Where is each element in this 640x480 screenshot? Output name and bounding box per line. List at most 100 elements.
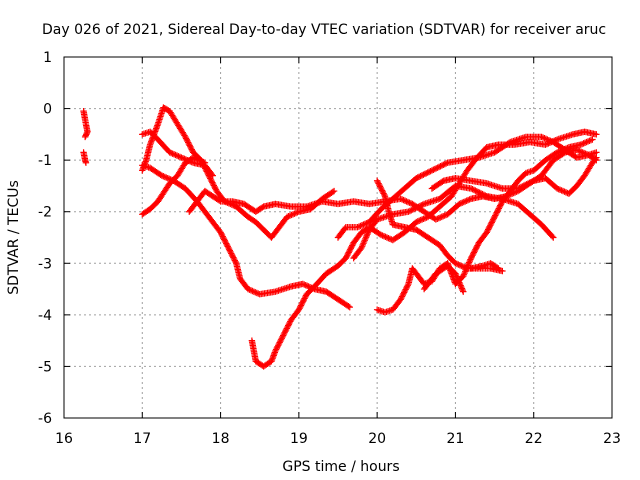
data-point [208,178,215,185]
data-point [343,253,350,260]
data-point [252,289,259,296]
data-point [589,136,596,143]
data-point [224,243,231,250]
data-point [414,174,421,181]
data-point [484,227,491,235]
data-point [385,234,392,242]
data-point [207,176,215,184]
data-point [416,217,423,224]
data-point [456,279,463,286]
data-point [220,236,228,243]
data-point [380,233,388,240]
data-point [489,216,497,223]
data-point [456,262,464,269]
series-track-n [467,260,502,272]
data-point [497,201,505,208]
data-point [330,187,338,195]
data-point [435,163,443,171]
data-point [357,222,364,230]
data-point [302,293,309,301]
x-tick-label: 21 [447,431,465,447]
data-point [460,271,468,278]
data-point [424,169,431,176]
data-point [283,325,290,332]
data-point [413,174,420,182]
data-point [299,280,306,288]
data-point [219,233,226,240]
data-point [403,198,410,205]
data-point [408,207,415,214]
data-point [225,244,232,252]
data-point [581,139,589,146]
data-point [549,233,556,240]
data-point [348,243,355,251]
data-point [276,339,283,346]
data-point [344,252,351,259]
data-point [440,161,447,169]
data-point [462,198,469,205]
data-point [561,188,568,195]
data-point [556,186,564,193]
data-point [495,205,503,212]
data-point [169,150,176,157]
data-point [383,234,391,241]
data-point [292,209,300,217]
data-point [173,152,181,159]
data-point [362,235,369,242]
x-tick-label: 23 [603,431,621,447]
data-point [459,286,466,294]
data-point [415,203,422,210]
data-point [225,246,233,253]
data-point [472,245,480,252]
data-point [593,131,600,138]
data-point [487,222,494,229]
data-point [378,186,385,193]
data-point [550,234,557,241]
data-point [483,229,490,236]
data-point [465,260,472,268]
data-point [468,253,475,260]
data-point [592,155,599,163]
data-point [462,266,470,274]
data-point [209,179,216,186]
data-point [197,157,204,164]
data-point [379,232,386,239]
data-point [466,196,473,203]
data-point [434,164,441,171]
data-point [164,174,171,182]
data-point [286,319,293,327]
data-point [342,254,350,262]
data-point [375,180,382,187]
data-point [402,286,409,293]
data-point [374,178,382,186]
data-point [382,233,389,241]
data-point [397,296,404,303]
data-point [485,224,493,232]
data-point [427,167,434,175]
data-point [496,203,503,211]
data-point [296,305,303,312]
data-point [453,273,460,280]
data-point [439,213,447,220]
data-point [288,211,295,219]
data-point [291,210,298,217]
x-tick-label: 20 [368,431,386,447]
data-point [492,212,499,219]
data-point [475,188,482,196]
data-point [298,300,305,308]
data-point [438,213,445,221]
data-point [282,326,290,334]
data-point [417,216,424,224]
data-point [413,204,421,211]
data-point [419,201,426,208]
data-point [355,223,363,230]
y-tick-label: 0 [43,102,52,118]
data-point [484,226,492,233]
data-point [403,283,411,290]
data-point [223,241,231,249]
data-point [200,158,207,166]
data-point [163,174,170,181]
data-point [187,143,194,150]
data-point [406,207,414,215]
data-point [505,139,513,147]
